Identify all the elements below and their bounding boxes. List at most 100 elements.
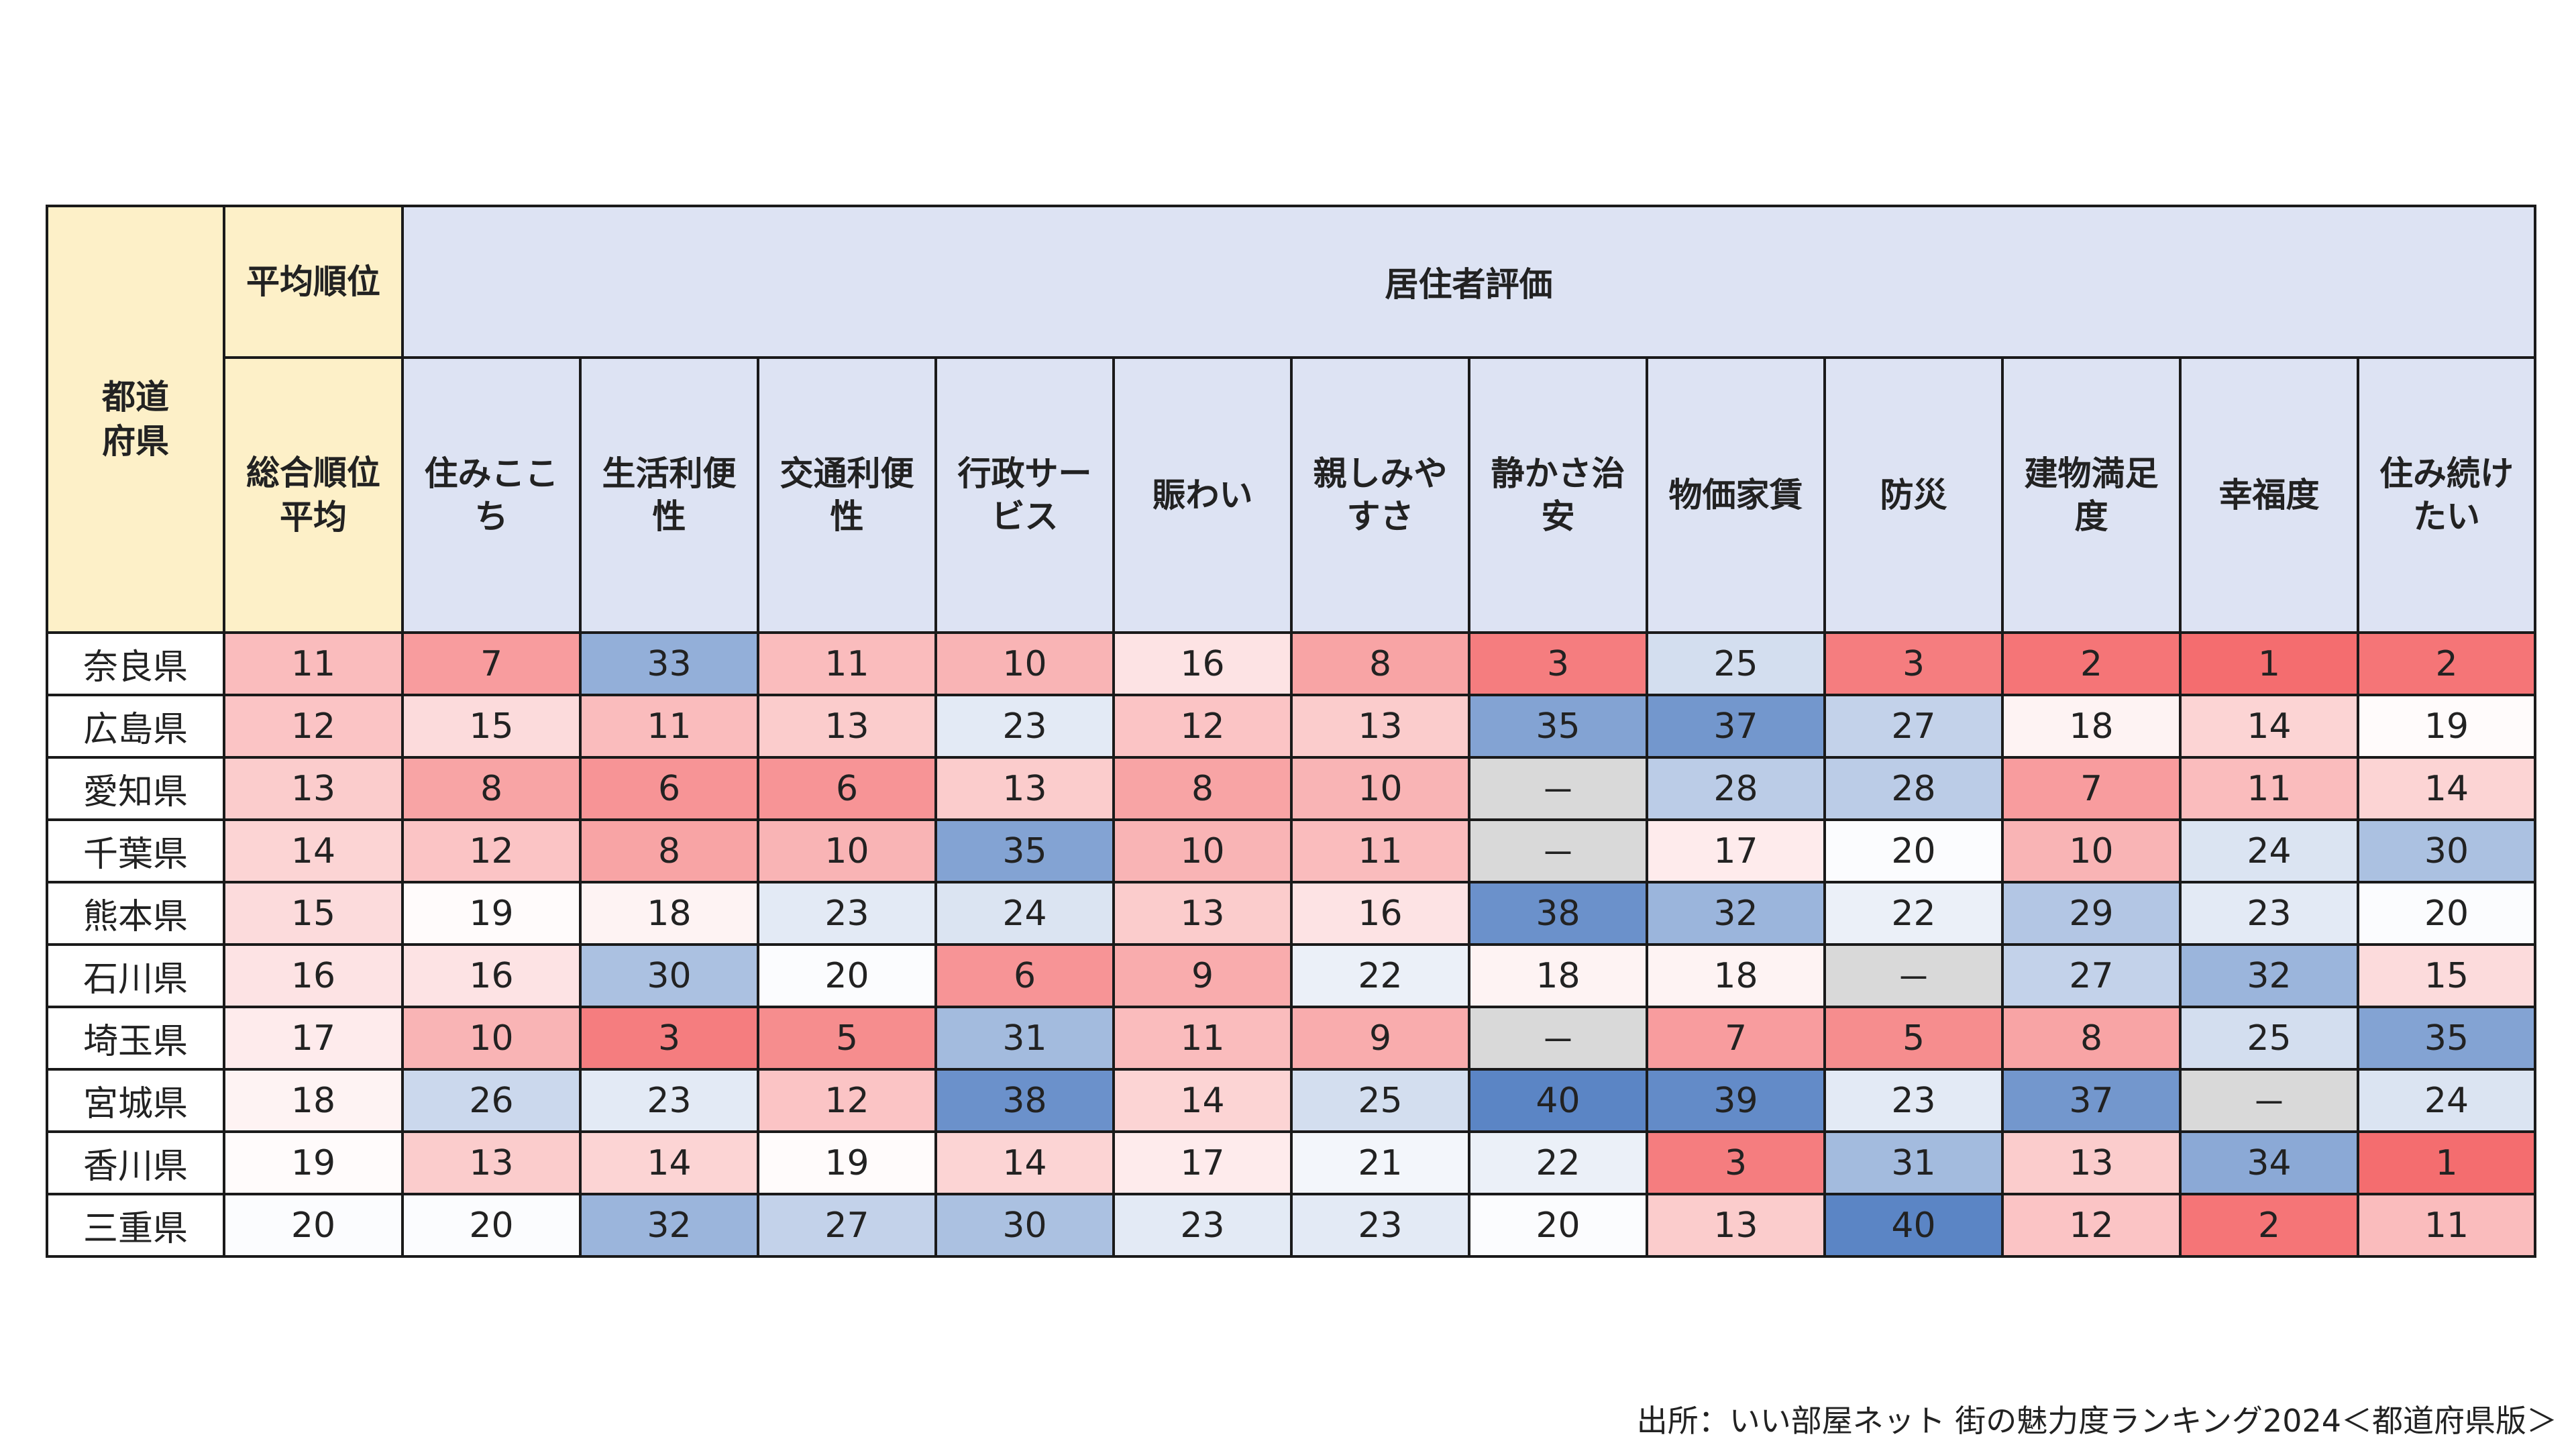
rank-cell: 33 [579, 631, 759, 696]
rank-cell: 12 [401, 818, 582, 883]
header-col-5: 親しみやすさ [1290, 356, 1470, 634]
rank-cell: 3 [1823, 631, 2004, 696]
prefecture-name: 奈良県 [46, 631, 225, 696]
rank-cell: 18 [1646, 943, 1826, 1008]
header-col-9: 建物満足度 [2001, 356, 2182, 634]
rank-cell: 39 [1646, 1068, 1826, 1133]
rank-cell: 19 [401, 881, 582, 946]
rank-cell: 22 [1290, 943, 1470, 1008]
rank-cell: 14 [934, 1130, 1115, 1195]
header-avg-rank-group: 平均順位 [223, 205, 404, 359]
header-col-label: 親しみやすさ [1313, 454, 1448, 536]
avg-rank-cell: 14 [223, 818, 404, 883]
rank-cell: 37 [2001, 1068, 2182, 1133]
rank-cell: 14 [1112, 1068, 1293, 1133]
rank-cell: 40 [1468, 1068, 1648, 1133]
avg-rank-cell: 18 [223, 1068, 404, 1133]
rank-cell: 28 [1823, 756, 2004, 821]
header-col-label: 交通利便性 [780, 454, 914, 536]
rank-cell: 18 [579, 881, 759, 946]
rank-cell: 7 [401, 631, 582, 696]
header-col-1: 生活利便性 [579, 356, 759, 634]
header-overall-avg: 総合順位平均 [223, 356, 404, 634]
header-col-label: 防災 [1880, 476, 1947, 515]
rank-cell: 13 [2001, 1130, 2182, 1195]
rank-cell: 35 [2357, 1006, 2536, 1071]
table-row: 香川県 19 13 14 19 14 17 21 22 3 31 13 34 1 [46, 1130, 2536, 1195]
rank-cell: 28 [1646, 756, 1826, 821]
rank-cell: 5 [1823, 1006, 2004, 1071]
rank-cell: 27 [757, 1193, 937, 1258]
source-note: 出所：いい部屋ネット 街の魅力度ランキング2024＜都道府県版＞ [1636, 1403, 2557, 1439]
rank-cell: 22 [1823, 881, 2004, 946]
ranking-table: 都道府県 平均順位 居住者評価 総合順位平均 住みここち 生活利便性 交通利便性 行政… [46, 205, 2536, 1258]
rank-cell: 10 [1112, 818, 1293, 883]
header-col-label: 住みここち [424, 454, 559, 536]
rank-cell: 21 [1290, 1130, 1470, 1195]
header-col-11: 住み続けたい [2357, 356, 2536, 634]
prefecture-name: 石川県 [46, 943, 225, 1008]
rank-cell: 11 [2357, 1193, 2536, 1258]
rank-cell: 20 [1823, 818, 2004, 883]
avg-rank-cell: 13 [223, 756, 404, 821]
table-row: 宮城県 18 26 23 12 38 14 25 40 39 23 37 － 24 [46, 1068, 2536, 1133]
table-row: 広島県 12 15 11 13 23 12 13 35 37 27 18 14 19 [46, 694, 2536, 759]
table-row: 熊本県 15 19 18 23 24 13 16 38 32 22 29 23 20 [46, 881, 2536, 946]
rank-cell: 14 [2179, 694, 2359, 759]
rank-cell: － [1468, 818, 1648, 883]
rank-cell: 13 [934, 756, 1115, 821]
rank-cell: 32 [579, 1193, 759, 1258]
header-prefecture: 都道府県 [46, 205, 225, 634]
rank-cell: 12 [757, 1068, 937, 1133]
rank-cell: 11 [1290, 818, 1470, 883]
rank-cell: 2 [2179, 1193, 2359, 1258]
rank-cell: 9 [1112, 943, 1293, 1008]
rank-cell: 20 [401, 1193, 582, 1258]
rank-cell: 25 [2179, 1006, 2359, 1071]
header-col-label: 静かさ治安 [1491, 454, 1625, 536]
rank-cell: 23 [1112, 1193, 1293, 1258]
header-col-label: 幸福度 [2218, 476, 2320, 515]
rank-cell: 35 [1468, 694, 1648, 759]
rank-cell: 16 [1112, 631, 1293, 696]
table-row: 奈良県 11 7 33 11 10 16 8 3 25 3 2 1 2 [46, 631, 2536, 696]
header-col-label: 建物満足度 [2024, 454, 2159, 536]
table-row: 千葉県 14 12 8 10 35 10 11 － 17 20 10 24 30 [46, 818, 2536, 883]
rank-cell: 24 [2357, 1068, 2536, 1133]
rank-cell: 18 [2001, 694, 2182, 759]
prefecture-name: 埼玉県 [46, 1006, 225, 1071]
rank-cell: 20 [1468, 1193, 1648, 1258]
rank-cell: 6 [579, 756, 759, 821]
header-col-10: 幸福度 [2179, 356, 2359, 634]
rank-cell: 27 [2001, 943, 2182, 1008]
header-col-2: 交通利便性 [757, 356, 937, 634]
rank-cell: 23 [1290, 1193, 1470, 1258]
table-row: 石川県 16 16 30 20 6 9 22 18 18 － 27 32 15 [46, 943, 2536, 1008]
header-col-7: 物価家賃 [1646, 356, 1826, 634]
prefecture-name: 宮城県 [46, 1068, 225, 1133]
rank-cell: 3 [579, 1006, 759, 1071]
rank-cell: 38 [934, 1068, 1115, 1133]
rank-cell: 19 [2357, 694, 2536, 759]
rank-cell: 6 [934, 943, 1115, 1008]
rank-cell: 2 [2001, 631, 2182, 696]
rank-cell: 16 [401, 943, 582, 1008]
header-col-0: 住みここち [401, 356, 582, 634]
avg-rank-cell: 11 [223, 631, 404, 696]
rank-cell: 26 [401, 1068, 582, 1133]
rank-cell: 16 [1290, 881, 1470, 946]
rank-cell: 10 [401, 1006, 582, 1071]
rank-cell: 8 [1290, 631, 1470, 696]
prefecture-name: 三重県 [46, 1193, 225, 1258]
rank-cell: 38 [1468, 881, 1648, 946]
rank-cell: 10 [934, 631, 1115, 696]
header-col-label: 賑わい [1152, 476, 1253, 515]
header-col-label: 生活利便性 [602, 454, 737, 536]
rank-cell: 1 [2179, 631, 2359, 696]
rank-cell: 8 [579, 818, 759, 883]
avg-rank-cell: 20 [223, 1193, 404, 1258]
rank-cell: 8 [1112, 756, 1293, 821]
rank-cell: 9 [1290, 1006, 1470, 1071]
rank-cell: 29 [2001, 881, 2182, 946]
rank-cell: 11 [2179, 756, 2359, 821]
